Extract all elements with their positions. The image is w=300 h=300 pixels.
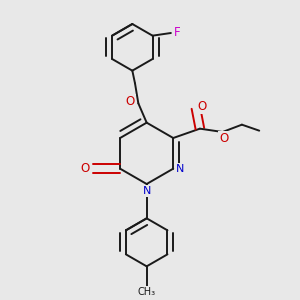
Text: O: O [80,162,90,175]
Text: O: O [220,132,229,145]
Text: O: O [126,95,135,109]
Text: CH₃: CH₃ [138,287,156,297]
Text: N: N [142,186,151,196]
Text: F: F [174,26,181,40]
Text: O: O [197,100,206,113]
Text: N: N [176,164,185,174]
